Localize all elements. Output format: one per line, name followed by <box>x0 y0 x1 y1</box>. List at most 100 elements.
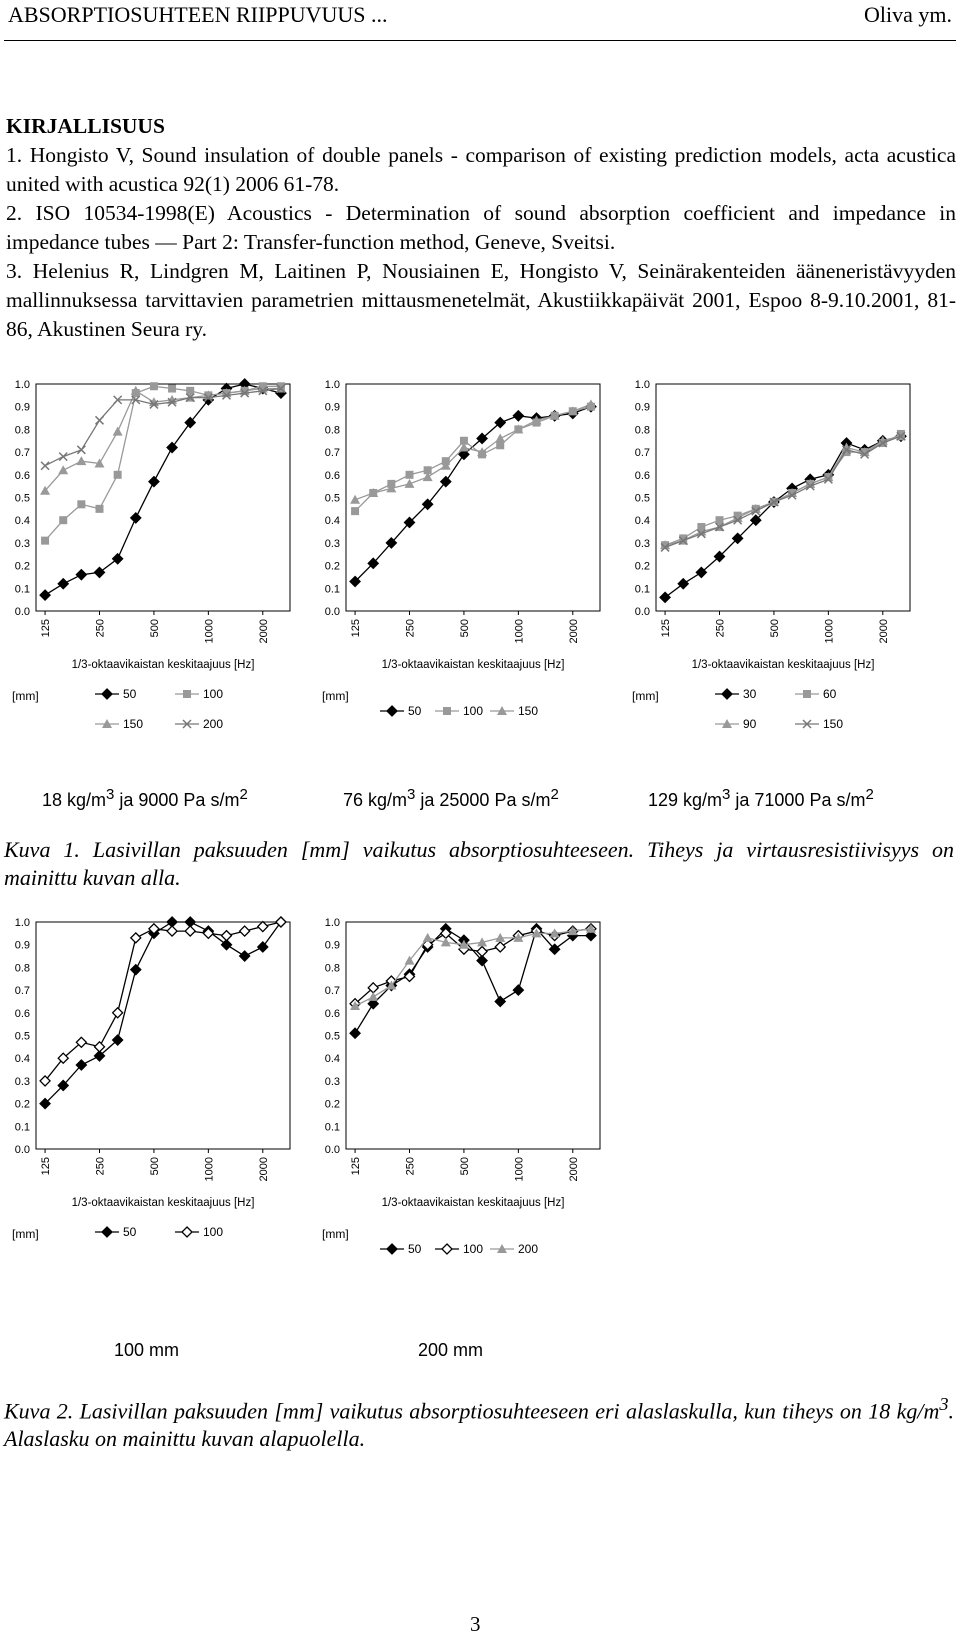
data-point <box>750 503 761 513</box>
plot-frame <box>345 921 601 1150</box>
x-tick-label: 1000 <box>513 1157 525 1181</box>
data-point <box>129 512 142 524</box>
series-200 <box>350 923 596 1010</box>
data-point <box>458 448 470 461</box>
data-point <box>75 1036 88 1049</box>
legend-unit: [mm] <box>12 689 39 703</box>
page-number: 3 <box>470 1612 481 1636</box>
data-point <box>94 458 105 468</box>
data-point <box>76 445 86 455</box>
figure1-caption: Kuva 1. Lasivillan paksuuden [mm] vaikut… <box>4 837 954 890</box>
data-point <box>476 432 488 445</box>
y-tick-label: 1.0 <box>325 379 340 391</box>
y-tick-label: 0.6 <box>325 470 340 482</box>
data-point <box>40 485 51 495</box>
series-30 <box>659 430 907 604</box>
data-point <box>113 470 122 479</box>
data-point <box>495 433 506 443</box>
data-point <box>238 950 251 962</box>
series-50 <box>349 400 597 588</box>
y-tick-label: 0.5 <box>15 1031 30 1043</box>
y-tick-label: 0.3 <box>635 538 650 550</box>
data-point <box>185 393 195 403</box>
data-point <box>531 415 542 425</box>
data-point <box>749 514 762 527</box>
data-point <box>276 384 286 394</box>
y-tick-label: 0.8 <box>15 424 30 436</box>
data-point <box>439 475 452 488</box>
x-axis-label: 1/3-oktaavikaistan keskitaajuus [Hz] <box>382 1197 565 1209</box>
data-point <box>58 452 68 462</box>
data-point <box>130 385 141 395</box>
y-tick-label: 0.9 <box>635 402 650 414</box>
legend-label: 150 <box>123 717 143 731</box>
data-point <box>585 923 596 933</box>
y-tick-label: 0.5 <box>325 1031 340 1043</box>
data-point <box>350 494 361 504</box>
legend-item: 100 <box>435 1242 483 1256</box>
data-point <box>787 490 797 500</box>
y-tick-label: 0.6 <box>15 1008 30 1020</box>
data-point <box>404 478 415 488</box>
y-tick-label: 0.4 <box>635 515 650 527</box>
y-tick-label: 0.4 <box>325 1053 340 1065</box>
data-point <box>168 384 177 393</box>
x-tick-label: 1000 <box>513 619 525 643</box>
data-point <box>659 591 671 604</box>
data-point <box>149 399 159 409</box>
y-tick-label: 0.7 <box>15 447 30 459</box>
y-tick-label: 0.2 <box>15 1099 30 1111</box>
data-point <box>75 1059 88 1071</box>
y-tick-label: 0.7 <box>325 985 340 997</box>
series-line <box>44 387 281 492</box>
series-150 <box>660 431 906 552</box>
data-point <box>513 932 524 942</box>
legend-unit: [mm] <box>12 1227 39 1241</box>
data-point <box>57 577 70 590</box>
legend-item: 100 <box>175 687 223 701</box>
data-point <box>39 1097 51 1110</box>
series-90 <box>660 431 906 550</box>
x-tick-label: 2000 <box>568 619 580 643</box>
data-point <box>495 932 506 942</box>
legend-item: 100 <box>435 704 483 718</box>
legend-marker <box>183 690 191 698</box>
running-header-authors: Oliva ym. <box>864 2 952 27</box>
data-point <box>714 522 725 532</box>
series-line <box>44 383 282 596</box>
x-axis-label: 1/3-oktaavikaistan keskitaajuus [Hz] <box>72 659 255 671</box>
y-tick-label: 0.5 <box>325 493 340 505</box>
data-point <box>422 472 433 482</box>
legend-item: 50 <box>95 687 137 701</box>
y-tick-label: 0.9 <box>325 940 340 952</box>
y-tick-label: 0.9 <box>15 402 30 414</box>
legend-item: 200 <box>490 1242 538 1256</box>
data-point <box>220 938 233 951</box>
y-tick-label: 0.5 <box>15 493 30 505</box>
x-tick-label: 2000 <box>258 1157 270 1181</box>
data-point <box>166 441 178 454</box>
data-point <box>39 1074 51 1087</box>
data-point <box>203 393 213 403</box>
data-point <box>732 512 743 522</box>
legend-unit: [mm] <box>632 689 659 703</box>
y-tick-label: 0.6 <box>325 1008 340 1020</box>
data-point <box>404 955 415 965</box>
y-tick-label: 0.4 <box>325 515 340 527</box>
legend-label: 60 <box>823 687 837 701</box>
data-point <box>476 954 488 967</box>
legend-marker <box>802 719 812 729</box>
legend-item: 60 <box>795 687 837 701</box>
data-point <box>385 536 398 549</box>
y-tick-label: 0.0 <box>635 606 650 618</box>
legend-label: 150 <box>823 717 843 731</box>
data-point <box>93 566 106 579</box>
running-header-title: ABSORPTIOSUHTEEN RIIPPUVUUS ... <box>8 2 388 27</box>
data-point <box>512 984 525 997</box>
data-point <box>405 470 414 479</box>
data-point <box>494 941 507 953</box>
series-100 <box>39 916 287 1087</box>
data-point <box>350 1000 361 1010</box>
header-rule <box>4 40 956 41</box>
data-point <box>494 995 507 1008</box>
